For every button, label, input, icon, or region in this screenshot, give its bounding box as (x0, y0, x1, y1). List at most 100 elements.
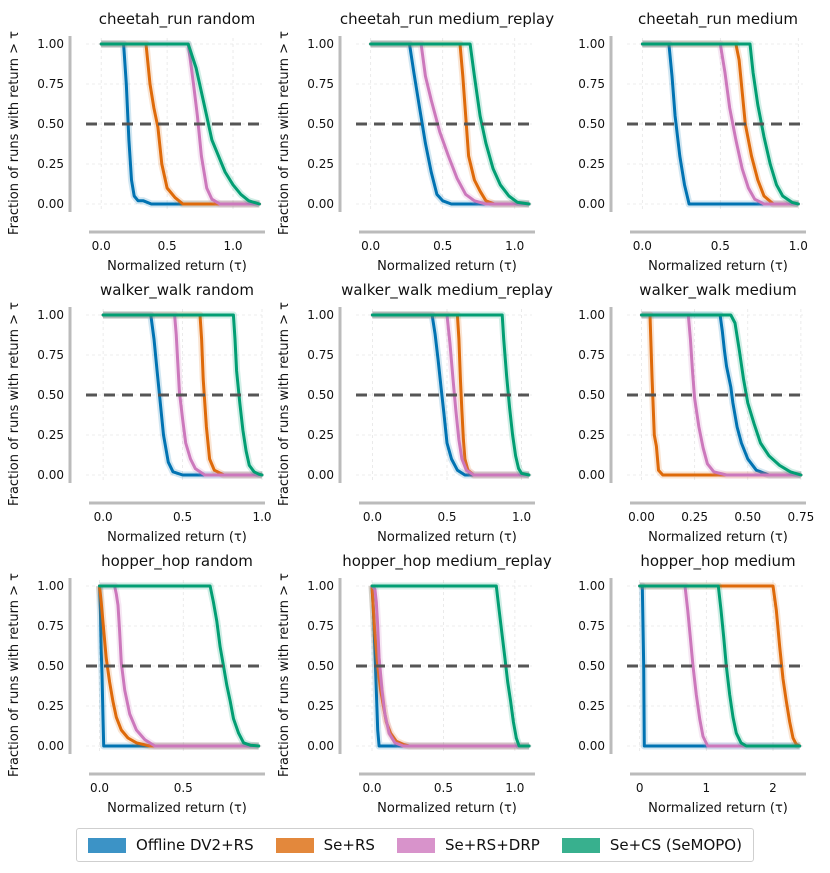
x-tick-label: 0.5 (158, 239, 177, 253)
y-tick-label: 1.00 (37, 579, 64, 593)
y-tick-label: 0.25 (578, 157, 605, 171)
y-tick-label: 0.25 (37, 157, 64, 171)
x-tick-label: 0.0 (94, 510, 113, 524)
series-line-offline-dv2-rs (370, 313, 531, 477)
y-tick-label: 0.50 (37, 117, 64, 131)
x-tick-label: 0.50 (734, 510, 761, 524)
y-tick-label: 0.50 (307, 388, 334, 402)
legend-swatch-semopo (561, 837, 600, 853)
y-tick-label: 0.75 (37, 619, 64, 633)
legend-swatch-se-rs (275, 837, 314, 853)
series-line-se-rs-drp (370, 584, 531, 748)
series-line-se-rs-drp (98, 584, 261, 748)
y-tick-label: 0.00 (37, 468, 64, 482)
y-tick-label: 0.75 (37, 77, 64, 91)
x-tick-label: 0.0 (90, 781, 109, 795)
series-line-se-cs-semopo (640, 42, 800, 206)
y-tick-label: 1.00 (578, 37, 605, 51)
legend-item-se-rs-drp: Se+RS+DRP (396, 836, 540, 854)
legend-swatch-offline-dv2-rs (88, 837, 127, 853)
subplot-hopper-hop-medium: 0.00 0.25 0.50 0.75 1.00 0 1 2 hopper_hop medium… (578, 552, 806, 816)
x-axis-label: Normalized return (τ) (377, 801, 517, 816)
y-tick-label: 0.50 (307, 659, 334, 673)
y-axis-label: Fraction of runs with return > τ (277, 302, 292, 506)
subplot-title: walker_walk random (100, 281, 254, 300)
series-line-se-rs-drp (640, 42, 800, 206)
legend-item-offline-dv2-rs: Offline DV2+RS (88, 836, 254, 854)
y-tick-label: 0.00 (37, 739, 64, 753)
x-tick-label: 0.0 (363, 510, 382, 524)
y-tick-label: 0.50 (578, 117, 605, 131)
y-tick-label: 1.00 (578, 308, 605, 322)
x-tick-label: 0 (636, 781, 644, 795)
subplot-walker-walk-medium-replay: 0.00 0.25 0.50 0.75 1.00 0.0 0.5 1.0 walker_walk… (277, 281, 553, 545)
x-tick-label: 1.0 (505, 781, 524, 795)
y-tick-label: 0.00 (307, 468, 334, 482)
legend-label-semopo: Se+CS (SeMOPO) (609, 836, 742, 854)
subplot-title: hopper_hop medium_replay (342, 552, 552, 571)
series-line-se-rs-drp (640, 313, 803, 477)
legend: Offline DV2+RS Se+RS Se+RS+DRP Se+CS (Se… (76, 828, 754, 862)
y-axis-label: Fraction of runs with return > τ (7, 573, 22, 777)
x-tick-label: 1.0 (505, 239, 524, 253)
y-tick-label: 0.00 (578, 197, 605, 211)
y-tick-label: 0.75 (307, 619, 334, 633)
subplot-title: cheetah_run medium (638, 10, 798, 29)
series-line-se-rs (640, 42, 800, 206)
x-axis-label: Normalized return (τ) (648, 259, 788, 274)
y-tick-label: 1.00 (37, 37, 64, 51)
subplot-walker-walk-random: 0.00 0.25 0.50 0.75 1.00 0.0 0.5 1.0 walker_walk… (7, 281, 272, 545)
y-tick-label: 0.25 (37, 699, 64, 713)
x-axis-label: Normalized return (τ) (377, 259, 517, 274)
x-axis-label: Normalized return (τ) (377, 530, 517, 545)
y-axis-label: Fraction of runs with return > τ (277, 573, 292, 777)
x-axis-label: Normalized return (τ) (648, 530, 788, 545)
y-axis-label: Fraction of runs with return > τ (277, 31, 292, 235)
series-line-se-rs (99, 42, 261, 206)
x-axis-label: Normalized return (τ) (107, 530, 247, 545)
x-tick-label: 0.25 (681, 510, 708, 524)
x-tick-label: 0.75 (788, 510, 815, 524)
x-tick-label: 0.5 (174, 781, 193, 795)
x-tick-label: 1.0 (223, 239, 242, 253)
legend-label-offline-dv2-rs: Offline DV2+RS (136, 836, 254, 854)
series-line-se-cs-semopo (98, 584, 261, 748)
x-tick-label: 1.0 (252, 510, 271, 524)
x-tick-label: 0.0 (361, 239, 380, 253)
x-tick-label: 1.0 (789, 239, 808, 253)
subplot-cheetah-run-random: 0.00 0.25 0.50 0.75 1.00 0.0 0.5 1.0 cheetah_run… (7, 10, 265, 274)
y-tick-label: 0.00 (578, 468, 605, 482)
series-line-se-cs-semopo (638, 584, 802, 748)
y-tick-label: 0.25 (578, 699, 605, 713)
x-tick-label: 0.0 (92, 239, 111, 253)
x-tick-label: 0.5 (434, 781, 453, 795)
y-tick-label: 0.00 (307, 739, 334, 753)
subplot-title: cheetah_run random (99, 10, 255, 29)
y-tick-label: 0.50 (578, 659, 605, 673)
y-tick-label: 1.00 (37, 308, 64, 322)
y-axis-label: Fraction of runs with return > τ (7, 302, 22, 506)
y-tick-label: 0.00 (307, 197, 334, 211)
y-tick-label: 1.00 (307, 579, 334, 593)
series-line-se-cs-semopo (369, 42, 531, 206)
y-tick-label: 0.50 (37, 659, 64, 673)
y-tick-label: 0.50 (307, 117, 334, 131)
x-tick-label: 0.5 (437, 510, 456, 524)
subplot-title: cheetah_run medium_replay (340, 10, 554, 29)
series-line-se-rs (98, 584, 261, 748)
y-tick-label: 0.25 (37, 428, 64, 442)
legend-label-se-rs-drp: Se+RS+DRP (444, 836, 540, 854)
y-tick-label: 0.25 (307, 699, 334, 713)
y-tick-label: 0.25 (578, 428, 605, 442)
series-line-se-cs-semopo (640, 313, 803, 477)
series-line-se-cs-semopo (99, 42, 261, 206)
x-tick-label: 0.00 (628, 510, 655, 524)
subplot-cheetah-run-medium-replay: 0.00 0.25 0.50 0.75 1.00 0.0 0.5 1.0 cheetah_run… (277, 10, 554, 274)
legend-item-se-rs: Se+RS (275, 836, 375, 854)
series-line-se-rs (101, 313, 264, 477)
subplot-hopper-hop-random: 0.00 0.25 0.50 0.75 1.00 0.0 0.5 hopper_hop ran… (7, 552, 265, 816)
legend-label-se-rs: Se+RS (323, 836, 375, 854)
series-line-offline-dv2-rs (101, 313, 264, 477)
x-tick-label: 0.0 (362, 781, 381, 795)
